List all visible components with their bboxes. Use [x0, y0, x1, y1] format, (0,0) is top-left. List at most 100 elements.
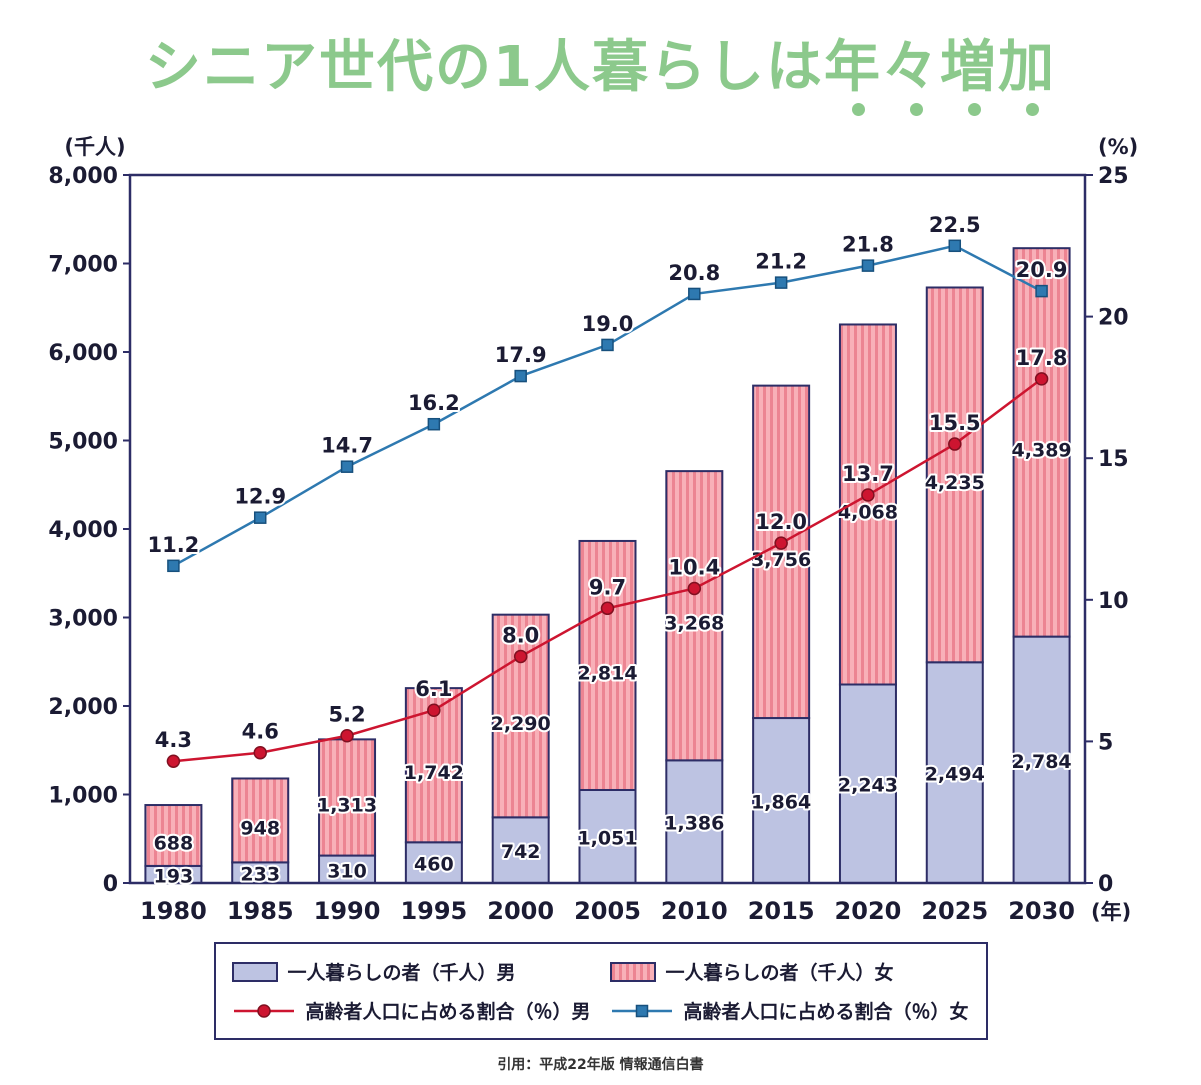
combo-chart: 0 1,000 2,000 3,000 4,000 5,000 6,000 7,000 8,00… [48, 135, 1138, 925]
bar-male-1995 [404, 841, 463, 884]
svg-text:13.7: 13.7 [842, 462, 894, 486]
svg-text:1,313: 1,313 [317, 794, 377, 816]
svg-text:6,000: 6,000 [48, 341, 118, 366]
bar-female-2025 [925, 286, 984, 664]
svg-text:460: 460 [414, 854, 454, 876]
legend-item-bar-female: 一人暮らしの者（千人）女 [609, 958, 980, 985]
svg-text:17.9: 17.9 [495, 343, 547, 367]
marker-square-icon [948, 239, 962, 253]
svg-text:3,268: 3,268 [664, 613, 724, 635]
svg-text:11.2: 11.2 [147, 533, 199, 557]
bar-female-2010 [665, 470, 724, 762]
svg-text:25: 25 [1098, 164, 1129, 189]
svg-text:20: 20 [1098, 306, 1129, 331]
marker-circle-icon [340, 728, 354, 743]
emphasis-dot-icon [968, 103, 981, 116]
svg-text:15: 15 [1098, 447, 1129, 472]
title-emphasis-dots [852, 103, 1039, 116]
svg-text:14.7: 14.7 [321, 434, 373, 458]
legend-item-line-male: 高齢者人口に占める割合（％）男 [232, 997, 610, 1024]
svg-text:2015: 2015 [748, 897, 815, 925]
legend-label-bar-female: 一人暮らしの者（千人）女 [665, 962, 894, 984]
svg-text:8.0: 8.0 [502, 623, 539, 647]
svg-text:4.6: 4.6 [242, 720, 279, 744]
svg-text:5,000: 5,000 [48, 430, 118, 455]
svg-text:1,864: 1,864 [751, 792, 811, 814]
svg-text:233: 233 [240, 864, 280, 886]
legend-swatch-male-line-icon [232, 1000, 296, 1022]
svg-text:4.3: 4.3 [155, 728, 192, 752]
svg-text:21.8: 21.8 [842, 233, 894, 257]
bar-male-2000 [491, 816, 550, 885]
source-citation: 引用：平成22年版 情報通信白書 [497, 1057, 704, 1073]
svg-text:2,784: 2,784 [1012, 751, 1072, 773]
svg-text:19.0: 19.0 [582, 312, 634, 336]
right-axis: 0 5 10 15 20 25 (%) [1085, 135, 1138, 897]
svg-text:(年): (年) [1091, 900, 1131, 924]
emphasis-dot-icon [910, 103, 923, 116]
svg-text:9.7: 9.7 [589, 575, 626, 599]
marker-square-icon [688, 287, 701, 301]
legend-label-line-female: 高齢者人口に占める割合（％）女 [683, 1001, 969, 1023]
marker-circle-icon [687, 581, 702, 596]
bar-female-2030 [1012, 247, 1071, 638]
svg-text:(千人): (千人) [64, 135, 125, 159]
svg-text:948: 948 [240, 817, 280, 839]
legend-item-bar-male: 一人暮らしの者（千人）男 [231, 958, 610, 985]
svg-text:12.0: 12.0 [755, 510, 807, 534]
svg-text:4,000: 4,000 [48, 518, 118, 543]
svg-text:20.9: 20.9 [1016, 258, 1068, 282]
svg-text:1,386: 1,386 [664, 813, 724, 835]
legend-label-bar-male: 一人暮らしの者（千人）男 [287, 962, 516, 984]
svg-text:5.2: 5.2 [328, 703, 365, 727]
svg-text:0: 0 [103, 872, 118, 897]
svg-text:310: 310 [327, 860, 367, 882]
marker-circle-icon [427, 703, 441, 717]
bar-male-2025 [925, 661, 984, 884]
legend-label-line-male: 高齢者人口に占める割合（％）男 [305, 1001, 591, 1023]
svg-text:3,000: 3,000 [48, 607, 118, 632]
emphasis-dot-icon [1026, 103, 1039, 116]
svg-text:2,243: 2,243 [838, 775, 898, 797]
svg-text:2020: 2020 [835, 897, 902, 925]
marker-square-icon [427, 417, 441, 431]
svg-text:1,051: 1,051 [577, 827, 637, 849]
bar-male-2020 [838, 683, 897, 884]
svg-text:688: 688 [154, 832, 194, 854]
svg-text:3,756: 3,756 [751, 549, 811, 571]
svg-text:2,290: 2,290 [491, 713, 551, 735]
marker-circle-icon [253, 745, 267, 760]
bar-female-2005 [578, 539, 637, 791]
marker-circle-icon [513, 649, 528, 664]
marker-circle-icon [166, 754, 181, 768]
svg-text:20.8: 20.8 [668, 261, 720, 285]
marker-square-icon [861, 259, 875, 272]
bar-male-2030 [1012, 635, 1071, 884]
svg-text:2,000: 2,000 [48, 695, 118, 720]
svg-text:10: 10 [1098, 589, 1129, 614]
chart-legend: 一人暮らしの者（千人）男 一人暮らしの者（千人）女 高齢者人口に占める割合（％）… [213, 942, 988, 1040]
x-axis: 1980 1985 1990 1995 2000 2005 2010 2015 2020 2025… [140, 897, 1131, 925]
svg-text:7,000: 7,000 [48, 253, 118, 278]
svg-text:(%): (%) [1098, 135, 1138, 159]
svg-text:16.2: 16.2 [408, 391, 460, 415]
bar-male-2015 [752, 717, 811, 885]
marker-square-icon [601, 338, 614, 352]
bar-female-2000 [491, 613, 550, 819]
svg-text:2,494: 2,494 [925, 764, 985, 786]
svg-text:2025: 2025 [921, 897, 988, 925]
svg-text:4,389: 4,389 [1012, 439, 1072, 461]
svg-text:1985: 1985 [227, 897, 294, 925]
svg-text:0: 0 [1098, 872, 1113, 897]
marker-circle-icon [600, 601, 615, 616]
svg-text:22.5: 22.5 [929, 213, 981, 237]
marker-circle-icon [1034, 372, 1049, 386]
page-title: シニア世代の1人暮らしは年々増加 [145, 35, 1056, 100]
svg-text:1980: 1980 [140, 897, 207, 925]
svg-text:5: 5 [1098, 730, 1113, 755]
marker-square-icon [774, 276, 788, 289]
bar-female-1980 [144, 804, 203, 867]
svg-text:2,814: 2,814 [577, 662, 637, 684]
legend-item-line-female: 高齢者人口に占める割合（％）女 [610, 997, 980, 1024]
